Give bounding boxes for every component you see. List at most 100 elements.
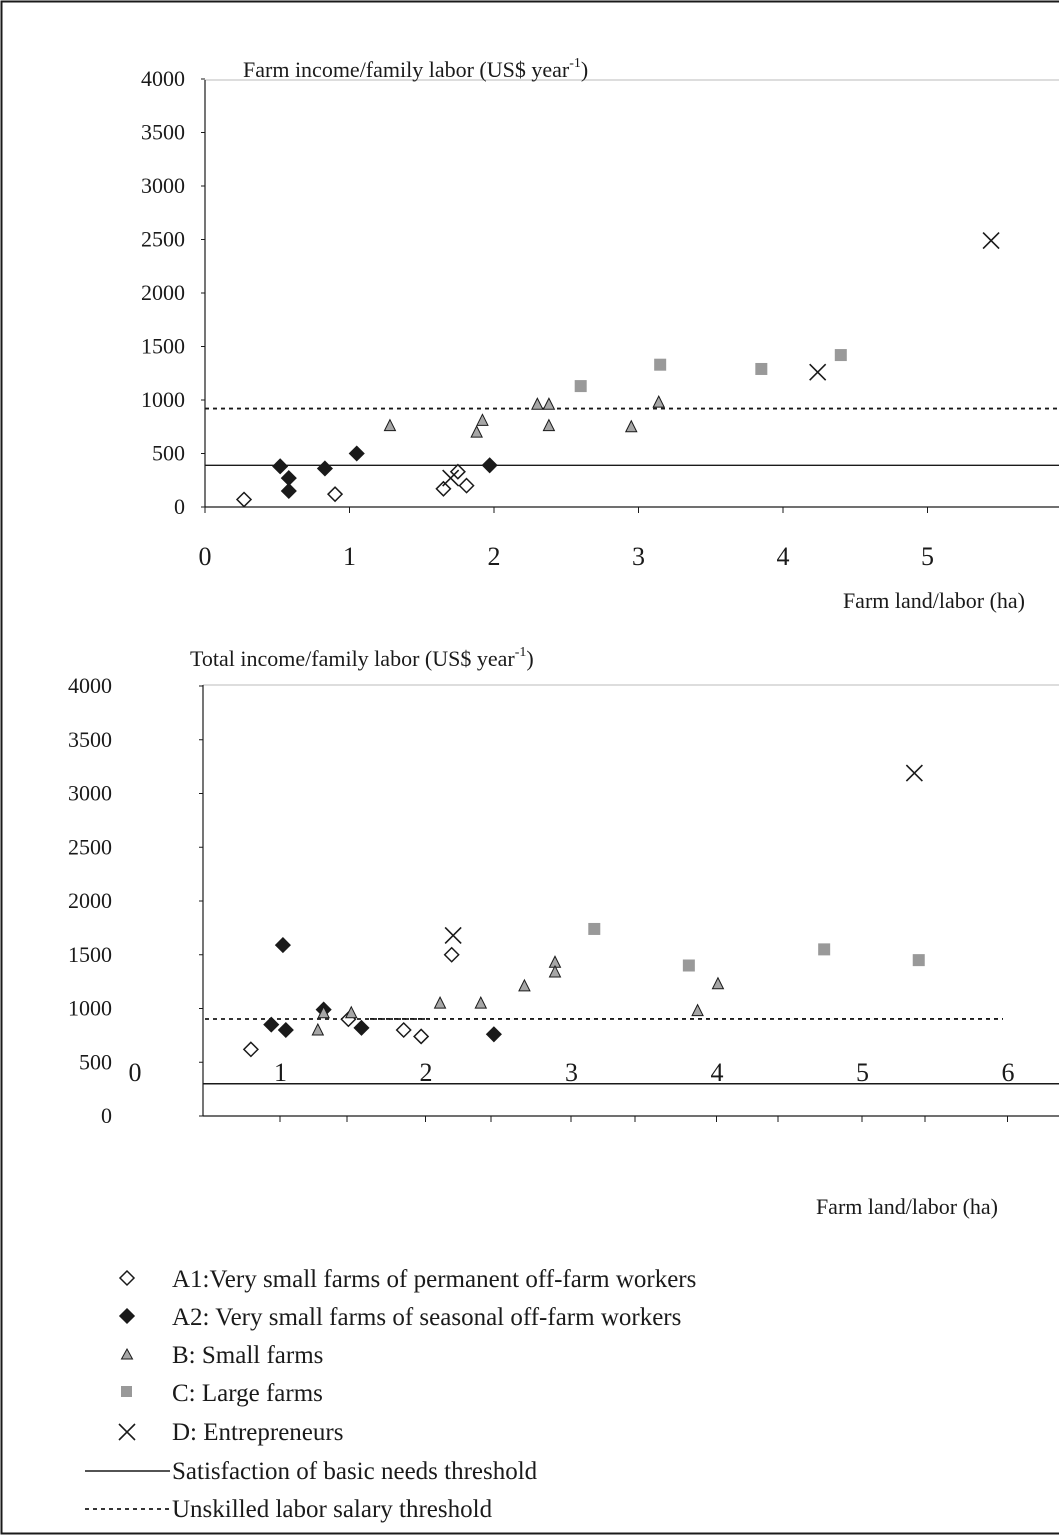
x-tick-label: 1 bbox=[274, 1058, 287, 1087]
chart-farm-income: Farm income/family labor (US$ year-1) Fa… bbox=[141, 56, 1059, 613]
point-c bbox=[588, 922, 601, 935]
x-tick-label: 3 bbox=[565, 1058, 578, 1087]
point-c bbox=[818, 943, 831, 956]
y-tick-label: 1500 bbox=[68, 942, 112, 967]
legend-label-a2: A2: Very small farms of seasonal off-far… bbox=[172, 1304, 681, 1331]
point-d bbox=[444, 926, 462, 944]
point-a1 bbox=[395, 1021, 412, 1039]
point-b bbox=[433, 996, 447, 1009]
point-a1 bbox=[435, 480, 452, 497]
point-d bbox=[442, 469, 460, 487]
point-d bbox=[809, 363, 827, 381]
point-b bbox=[470, 424, 483, 438]
x-tick-label: 0 bbox=[199, 542, 212, 571]
point-a1 bbox=[443, 946, 460, 963]
point-b bbox=[652, 395, 666, 408]
chart1-x-axis-label: Farm land/labor (ha) bbox=[843, 588, 1025, 613]
legend-item-unskilled: Unskilled labor salary threshold bbox=[85, 1496, 493, 1523]
y-tick-label: 1500 bbox=[141, 334, 185, 359]
legend-item-d: D: Entrepreneurs bbox=[118, 1419, 343, 1446]
point-c bbox=[654, 358, 667, 371]
point-a2 bbox=[263, 1016, 280, 1033]
x-tick-label: 3 bbox=[632, 542, 645, 571]
point-b bbox=[476, 413, 489, 426]
y-tick-label: 2000 bbox=[68, 888, 112, 913]
point-a1 bbox=[326, 486, 344, 503]
point-a2 bbox=[481, 457, 498, 474]
x-tick-label: 0 bbox=[129, 1058, 142, 1087]
legend-label-d: D: Entrepreneurs bbox=[172, 1419, 343, 1446]
legend-label-unskilled: Unskilled labor salary threshold bbox=[172, 1496, 493, 1523]
x-tick-label: 1 bbox=[343, 542, 356, 571]
point-b bbox=[317, 1005, 330, 1019]
legend-item-b: B: Small farms bbox=[120, 1342, 323, 1369]
x-tick-label: 4 bbox=[777, 542, 790, 571]
point-c bbox=[755, 362, 768, 375]
point-a2 bbox=[348, 445, 365, 462]
y-tick-label: 4000 bbox=[141, 66, 185, 91]
point-a1 bbox=[458, 477, 475, 494]
point-c bbox=[574, 380, 587, 393]
point-a2 bbox=[274, 937, 291, 954]
y-tick-label: 2500 bbox=[141, 227, 185, 252]
x-tick-label: 5 bbox=[856, 1058, 869, 1087]
legend-label-a1: A1:Very small farms of permanent off-far… bbox=[172, 1266, 696, 1293]
point-d bbox=[982, 232, 1000, 250]
point-b bbox=[542, 418, 556, 432]
legend-marker-a1 bbox=[118, 1269, 136, 1287]
chart-total-income: Total income/family labor (US$ year-1) F… bbox=[68, 645, 1059, 1219]
y-tick-label: 1000 bbox=[141, 387, 185, 412]
chart2-y-axis-label-sup: -1 bbox=[515, 645, 527, 660]
chart2-y-axis-label: Total income/family labor (US$ year-1) bbox=[190, 645, 534, 671]
y-tick-label: 2500 bbox=[68, 834, 112, 859]
y-tick-label: 0 bbox=[174, 494, 185, 519]
y-tick-label: 2000 bbox=[141, 280, 185, 305]
legend-label-basic-needs: Satisfaction of basic needs threshold bbox=[172, 1458, 538, 1485]
chart1-y-axis-label: Farm income/family labor (US$ year-1) bbox=[243, 56, 588, 82]
y-tick-label: 1000 bbox=[68, 996, 112, 1021]
chart2-y-axis-label-end: ) bbox=[526, 646, 533, 671]
point-c bbox=[912, 954, 925, 967]
y-tick-label: 500 bbox=[152, 441, 185, 466]
point-b bbox=[474, 996, 488, 1009]
legend-label-b: B: Small farms bbox=[172, 1342, 323, 1369]
x-tick-label: 6 bbox=[1002, 1058, 1015, 1087]
point-a1 bbox=[413, 1028, 430, 1045]
legend: A1:Very small farms of permanent off-far… bbox=[85, 1266, 696, 1523]
legend-label-c: C: Large farms bbox=[172, 1380, 323, 1407]
chart1-y-axis-label-end: ) bbox=[581, 57, 588, 82]
x-tick-label: 2 bbox=[488, 542, 501, 571]
y-tick-label: 3500 bbox=[141, 120, 185, 145]
point-b bbox=[542, 397, 556, 410]
legend-marker-d bbox=[118, 1423, 136, 1441]
point-a1 bbox=[242, 1041, 259, 1058]
point-a2 bbox=[277, 1021, 294, 1039]
y-tick-label: 3000 bbox=[141, 173, 185, 198]
point-a2 bbox=[316, 460, 333, 477]
legend-item-a2: A2: Very small farms of seasonal off-far… bbox=[118, 1304, 681, 1331]
point-b bbox=[344, 1005, 358, 1019]
point-a2 bbox=[280, 482, 297, 500]
y-tick-label: 3500 bbox=[68, 727, 112, 752]
point-b bbox=[691, 1003, 704, 1017]
point-b bbox=[531, 397, 544, 410]
point-c bbox=[834, 349, 847, 362]
x-tick-label: 4 bbox=[711, 1058, 724, 1087]
legend-item-a1: A1:Very small farms of permanent off-far… bbox=[118, 1266, 696, 1293]
legend-item-basic-needs: Satisfaction of basic needs threshold bbox=[85, 1458, 538, 1485]
point-c bbox=[682, 959, 695, 972]
point-a2 bbox=[272, 458, 289, 475]
point-b bbox=[624, 419, 638, 433]
point-b bbox=[311, 1022, 325, 1036]
point-b bbox=[518, 978, 531, 992]
point-b bbox=[711, 976, 725, 990]
legend-marker-b bbox=[120, 1347, 134, 1360]
point-a2 bbox=[353, 1019, 370, 1036]
y-tick-label: 0 bbox=[101, 1103, 112, 1128]
point-a1 bbox=[235, 491, 253, 508]
legend-marker-a2 bbox=[118, 1307, 136, 1325]
y-tick-label: 500 bbox=[79, 1049, 112, 1074]
point-b bbox=[548, 964, 562, 978]
